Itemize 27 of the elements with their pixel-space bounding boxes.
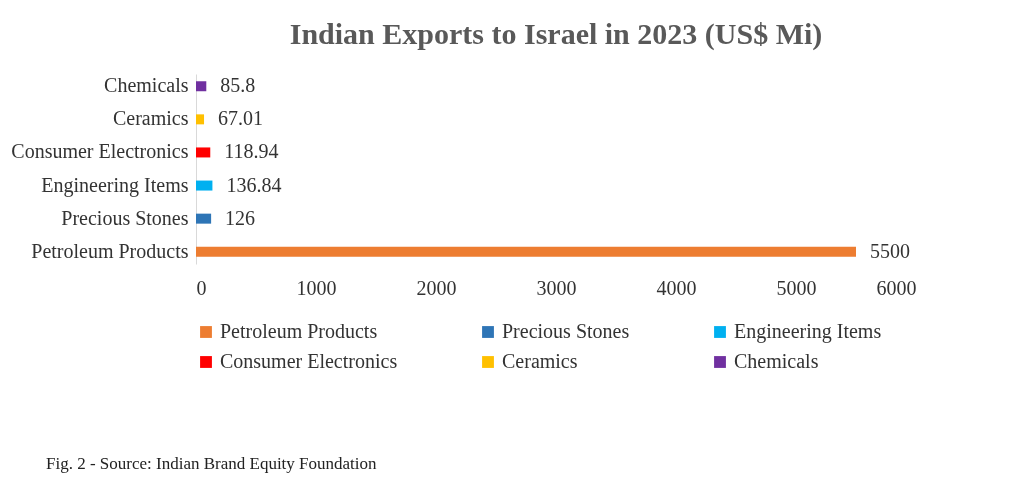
data-label: 136.84 (226, 173, 282, 196)
y-tick-label: Chemicals (104, 74, 189, 97)
legend-label: Engineering Items (734, 320, 882, 343)
legend-label: Ceramics (502, 350, 578, 372)
x-tick-label: 2000 (416, 276, 457, 299)
x-tick-label: 5000 (776, 276, 817, 299)
legend-label: Precious Stones (502, 320, 630, 342)
legend-label: Consumer Electronics (220, 350, 398, 372)
data-label: 67.01 (218, 107, 264, 130)
y-tick-label: Ceramics (112, 107, 189, 130)
x-tick-label: 1000 (296, 276, 337, 299)
x-tick-label: 4000 (656, 276, 697, 299)
y-tick-label: Precious Stones (61, 206, 189, 229)
legend-label: Petroleum Products (220, 320, 378, 342)
data-label: 85.8 (220, 74, 256, 97)
x-tick-label: 3000 (536, 276, 577, 299)
legend-label: Chemicals (734, 350, 819, 372)
data-label: 5500 (870, 239, 910, 262)
x-tick-label: 0 (196, 276, 207, 299)
y-tick-label: Engineering Items (41, 173, 189, 197)
data-label: 126 (225, 206, 256, 229)
y-tick-label: Consumer Electronics (11, 140, 189, 163)
caption: Fig. 2 - Source: Indian Brand Equity Foundation (46, 454, 377, 474)
chart-title: Indian Exports to Israel in 2023 (US$ Mi) (289, 17, 823, 51)
x-tick-label: 6000 (876, 276, 917, 299)
data-label: 118.94 (224, 140, 279, 163)
y-tick-label: Petroleum Products (31, 239, 189, 262)
